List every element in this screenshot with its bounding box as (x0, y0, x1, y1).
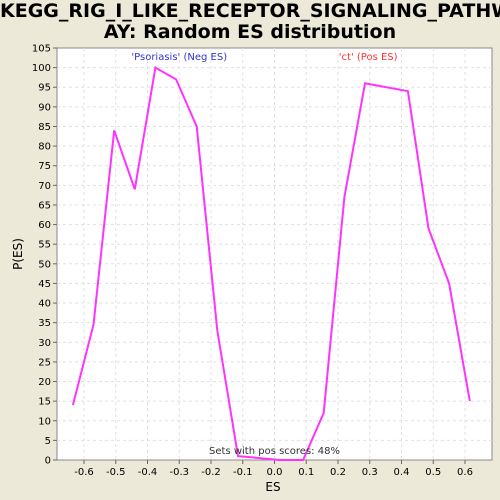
x-tick-label: 0.1 (298, 467, 314, 478)
y-tick-label: 0 (45, 456, 51, 467)
y-tick-label: 80 (38, 142, 51, 153)
y-tick-label: 50 (38, 259, 51, 270)
x-tick-label: 0.6 (457, 467, 473, 478)
chart-annotation: 'ct' (Pos ES) (339, 52, 398, 63)
x-tick-label: -0.2 (201, 467, 221, 478)
x-tick-label: -0.4 (138, 467, 158, 478)
y-tick-label: 20 (38, 377, 51, 388)
y-tick-label: 30 (38, 338, 51, 349)
x-tick-label: -0.6 (74, 467, 94, 478)
y-tick-label: 95 (38, 83, 51, 94)
y-tick-label: 100 (32, 63, 51, 74)
x-tick-label: -0.5 (106, 467, 126, 478)
x-tick-label: 0.0 (267, 467, 283, 478)
chart-title-line2: AY: Random ES distribution (103, 21, 397, 43)
y-tick-label: 90 (38, 102, 51, 113)
x-tick-label: 0.5 (425, 467, 441, 478)
y-tick-label: 25 (38, 357, 51, 368)
x-axis-label: ES (265, 480, 280, 494)
y-tick-label: 55 (38, 240, 51, 251)
y-tick-label: 45 (38, 279, 51, 290)
chart-annotation: Sets with pos scores: 48% (209, 446, 340, 457)
y-tick-label: 85 (38, 122, 51, 133)
x-tick-label: -0.3 (169, 467, 189, 478)
y-axis-label: P(ES) (11, 238, 25, 270)
x-tick-label: 0.3 (362, 467, 378, 478)
axis-ticks: 0 5 10 15 20 25 30 35 40 45 50 55 60 65 70 75 80 85 90 95 10… (32, 44, 473, 479)
series-line (71, 66, 471, 461)
y-tick-label: 70 (38, 181, 51, 192)
annotations: 'Psoriasis' (Neg ES) 'ct' (Pos ES) Sets wi… (131, 52, 397, 457)
chart-title: KEGG_RIG_I_LIKE_RECEPTOR_SIGNALING_PATHW… (0, 1, 500, 43)
y-tick-label: 10 (38, 416, 51, 427)
y-tick-label: 35 (38, 318, 51, 329)
y-tick-label: 65 (38, 200, 51, 211)
grid-lines (57, 48, 492, 460)
x-tick-label: 0.2 (330, 467, 346, 478)
y-tick-label: 5 (45, 436, 51, 447)
chart-title-line1: KEGG_RIG_I_LIKE_RECEPTOR_SIGNALING_PATHW (0, 0, 500, 22)
y-tick-label: 75 (38, 161, 51, 172)
y-tick-label: 40 (38, 299, 51, 310)
chart-annotation: 'Psoriasis' (Neg ES) (131, 52, 227, 63)
y-tick-label: 60 (38, 220, 51, 231)
x-tick-label: -0.1 (233, 467, 253, 478)
y-tick-label: 15 (38, 397, 51, 408)
x-tick-label: 0.4 (394, 467, 410, 478)
y-tick-label: 105 (32, 44, 51, 55)
